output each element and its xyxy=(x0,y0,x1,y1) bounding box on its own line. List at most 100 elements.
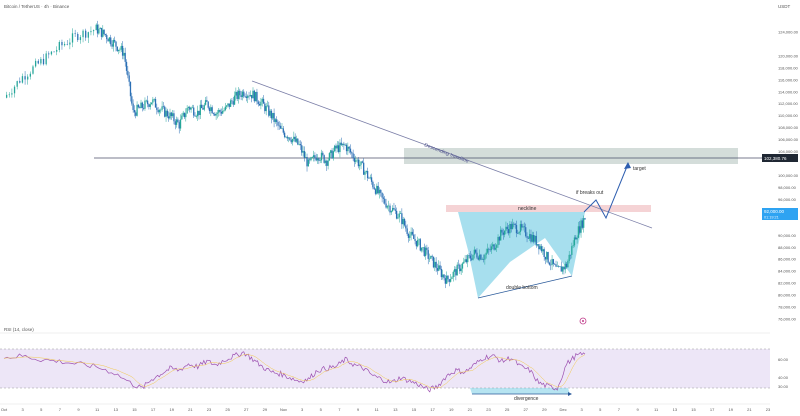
candle-body xyxy=(262,98,265,104)
candle-body xyxy=(385,203,387,208)
candle-body xyxy=(168,116,170,119)
candle-body xyxy=(195,116,197,117)
candle-body xyxy=(399,213,402,214)
candle-body xyxy=(197,110,199,117)
candle-body xyxy=(110,37,112,45)
candle-body xyxy=(203,104,205,110)
candle-body xyxy=(550,264,552,266)
candle-body xyxy=(298,144,300,145)
candle-body xyxy=(74,33,76,34)
candle-body xyxy=(480,254,482,260)
candle-body xyxy=(161,106,163,110)
candle-body xyxy=(186,108,188,114)
candle-body xyxy=(374,189,377,194)
price-tick-label: 114,000.00 xyxy=(778,89,798,94)
candle-body xyxy=(360,161,362,165)
candle-body xyxy=(306,157,308,167)
candle-body xyxy=(355,160,357,162)
candle-body xyxy=(143,107,145,109)
candle-body xyxy=(473,249,475,255)
candle-body xyxy=(490,246,493,251)
currency-label: USDT xyxy=(778,4,791,9)
candle-body xyxy=(403,218,406,226)
candle-body xyxy=(260,101,262,106)
candle-body xyxy=(135,112,137,116)
candle-body xyxy=(178,122,180,129)
candle-body xyxy=(152,99,154,103)
candle-body xyxy=(13,86,16,94)
candle-body xyxy=(95,24,97,31)
candle-body xyxy=(554,263,556,265)
candle-body xyxy=(293,136,295,140)
candle-body xyxy=(352,153,354,159)
candle-body xyxy=(381,192,383,198)
candle-body xyxy=(386,206,389,208)
time-tick-label: Nov xyxy=(280,407,287,412)
candle-body xyxy=(305,157,307,158)
rsi-tick-label: 40.00 xyxy=(778,375,789,380)
candle-body xyxy=(269,110,271,116)
time-tick-label: 13 xyxy=(673,407,678,412)
candle-body xyxy=(552,259,555,264)
candle-body xyxy=(500,229,502,241)
candle-body xyxy=(446,275,448,284)
candle-body xyxy=(556,266,558,267)
candle-body xyxy=(438,265,440,271)
candle-body xyxy=(402,218,404,225)
candle-body xyxy=(580,220,582,233)
time-tick-label: 17 xyxy=(430,407,435,412)
candle-body xyxy=(497,236,499,246)
candle-body xyxy=(240,95,242,98)
candle-body xyxy=(496,245,498,248)
candle-body xyxy=(222,110,224,114)
candle-body xyxy=(506,226,508,230)
candle-body xyxy=(365,171,367,172)
candle-body xyxy=(281,128,283,129)
candle-body xyxy=(127,70,129,76)
rsi-moving-average xyxy=(3,353,586,389)
event-marker-icon[interactable] xyxy=(579,317,587,325)
candle-body xyxy=(475,249,477,253)
candle-body xyxy=(48,53,50,55)
candle-body xyxy=(546,252,548,260)
candle-body xyxy=(198,110,200,115)
time-tick-label: Oct xyxy=(1,407,8,412)
candle-body xyxy=(418,239,420,241)
candle-body xyxy=(481,259,483,260)
candle-body xyxy=(141,102,143,108)
candle-body xyxy=(476,252,478,258)
time-axis[interactable]: Oct 3 5 7 9 11 13 15 17 19 21 23 25 27 29 Nov 3 5 7 9 11 13 15… xyxy=(1,407,771,412)
rsi-axis[interactable]: 60.00 40.00 30.00 xyxy=(778,357,789,389)
candle-body xyxy=(156,107,158,110)
time-tick-label: 19 xyxy=(729,407,734,412)
candle-body xyxy=(237,90,240,99)
price-tick-label: 82,000.00 xyxy=(778,281,797,286)
candle-body xyxy=(24,76,26,80)
double-bottom-baseline xyxy=(477,275,573,299)
candle-body xyxy=(540,246,543,252)
price-tick-label: 84,000.00 xyxy=(778,269,797,274)
candle-body xyxy=(243,91,245,97)
candle-body xyxy=(171,113,174,117)
candle-body xyxy=(411,231,414,235)
candle-body xyxy=(567,261,569,268)
candle-body xyxy=(77,33,79,41)
candle-body xyxy=(162,106,165,107)
candle-body xyxy=(527,237,529,239)
candle-body xyxy=(555,264,557,267)
candle-body xyxy=(236,91,238,99)
candle-body xyxy=(353,158,356,162)
candle-body xyxy=(133,109,136,113)
candle-body xyxy=(247,95,249,98)
candle-body xyxy=(337,145,340,153)
candle-body xyxy=(384,198,386,204)
candle-body xyxy=(194,115,196,117)
candle-body xyxy=(382,197,385,199)
rsi-title: RSI (14, close) xyxy=(4,327,34,332)
candle-body xyxy=(415,240,418,247)
price-axis[interactable]: 124,000.00 120,000.00 118,000.00 116,000.00… xyxy=(778,29,799,321)
price-tick-label: 116,000.00 xyxy=(778,77,798,82)
descending-trendline[interactable] xyxy=(251,80,653,229)
breakout-label: if breaks out xyxy=(576,190,604,196)
